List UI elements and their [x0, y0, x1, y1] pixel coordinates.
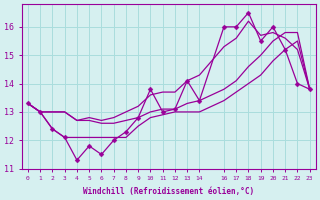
X-axis label: Windchill (Refroidissement éolien,°C): Windchill (Refroidissement éolien,°C) [83, 187, 254, 196]
